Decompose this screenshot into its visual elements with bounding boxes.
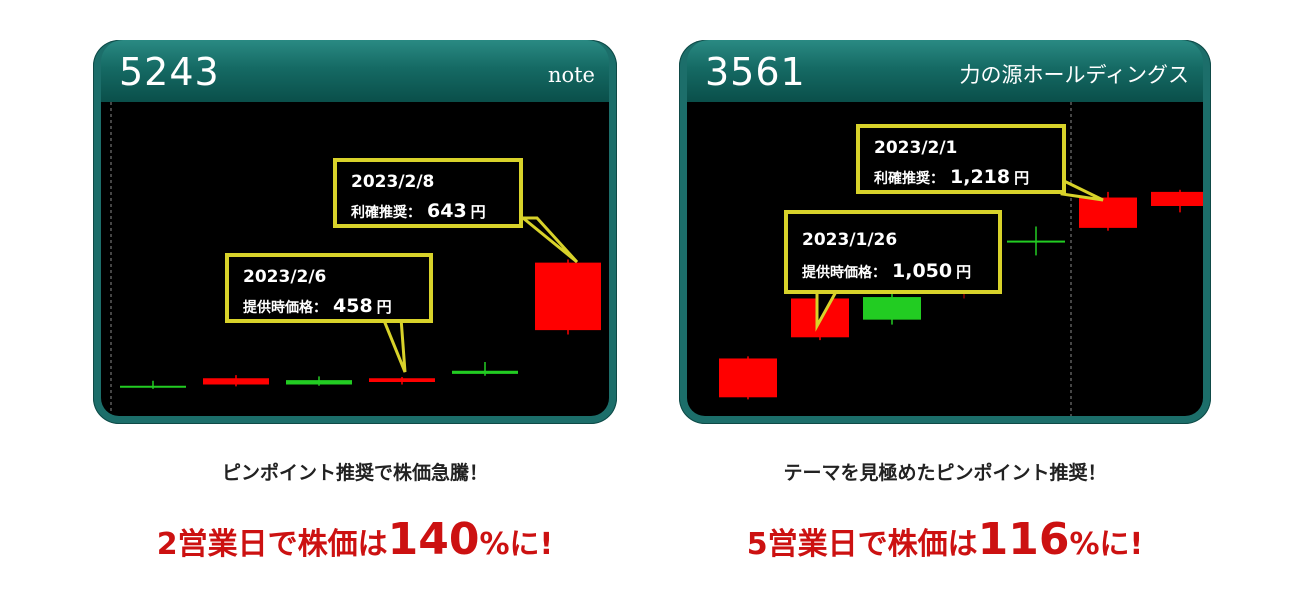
- callout-label: 提供時価格：: [243, 300, 327, 316]
- headline: 2営業日で株価は140%に!: [93, 514, 617, 565]
- callout-price-row: 提供時価格： 1,050 円: [802, 260, 971, 282]
- candle-body: [369, 378, 435, 382]
- callout-unit: 円: [376, 298, 392, 316]
- callout-pointer: [518, 216, 579, 264]
- candle-body: [863, 297, 921, 320]
- candle-body: [1007, 240, 1065, 243]
- callout-label: 提供時価格：: [802, 265, 886, 281]
- candle-body: [719, 358, 777, 398]
- company-name: 力の源ホールディングス: [959, 63, 1189, 87]
- stock-code: 3561: [705, 50, 806, 94]
- headline-prefix: 2営業日で株価は: [156, 527, 388, 562]
- panel-header: 3561 力の源ホールディングス: [687, 40, 1203, 102]
- callout-date: 2023/2/8: [351, 172, 435, 192]
- headline-percent: 140: [387, 514, 480, 565]
- headline-percent: 116: [977, 514, 1070, 565]
- candlestick-chart: 2023/2/8 利確推奨： 643 円 2023/2/6 提供時価格： 458 円: [101, 102, 609, 416]
- callout-pointer: [380, 316, 407, 373]
- candle-body: [535, 262, 601, 331]
- headline-suffix: %に!: [479, 527, 554, 562]
- callout-value: 1,050: [892, 260, 953, 282]
- callout-unit: 円: [956, 263, 972, 281]
- candle-body: [1079, 197, 1137, 228]
- stock-code: 5243: [119, 50, 220, 94]
- sub-caption: テーマを見極めたピンポイント推奨！: [783, 462, 1107, 484]
- candle-body: [120, 385, 186, 388]
- callout-price-row: 提供時価格： 458 円: [243, 295, 392, 317]
- callout-label: 利確推奨：: [874, 171, 944, 187]
- callout-price-row: 利確推奨： 643 円: [351, 200, 486, 222]
- stock-panel-3561: 3561 力の源ホールディングス 2023/2/1 利確推奨： 1,218 円 20…: [679, 40, 1211, 565]
- callout-value: 643: [427, 200, 467, 222]
- sub-caption: ピンポイント推奨で株価急騰！: [221, 462, 488, 484]
- panel-header: 5243 note: [101, 40, 609, 102]
- callout-unit: 円: [1014, 169, 1030, 187]
- callout-box-exit: 2023/2/1 利確推奨： 1,218 円: [856, 124, 1066, 194]
- callout-box-entry: 2023/2/6 提供時価格： 458 円: [225, 253, 433, 323]
- stock-panel-5243: 5243 note 2023/2/8 利確推奨： 643 円 2023/2/6 提供…: [93, 40, 617, 565]
- callout-unit: 円: [470, 203, 486, 221]
- callout-label: 利確推奨：: [351, 205, 421, 221]
- callout-date: 2023/2/1: [874, 138, 958, 158]
- company-name: note: [547, 63, 595, 87]
- candlestick-chart: 2023/2/1 利確推奨： 1,218 円 2023/1/26 提供時価格： 1,0…: [687, 102, 1203, 416]
- callout-pointer: [1060, 177, 1104, 202]
- callout-box-entry: 2023/1/26 提供時価格： 1,050 円: [784, 210, 1002, 294]
- candle-body: [286, 380, 352, 385]
- headline-suffix: %に!: [1069, 527, 1144, 562]
- callout-date: 2023/2/6: [243, 267, 327, 287]
- chart-frame: 3561 力の源ホールディングス 2023/2/1 利確推奨： 1,218 円 20…: [679, 40, 1211, 424]
- chart-svg: [110, 102, 601, 416]
- chart-frame: 5243 note 2023/2/8 利確推奨： 643 円 2023/2/6 提供…: [93, 40, 617, 424]
- callout-value: 1,218: [950, 166, 1011, 188]
- callout-value: 458: [333, 295, 373, 317]
- headline-prefix: 5営業日で株価は: [746, 527, 978, 562]
- callout-date: 2023/1/26: [802, 230, 898, 250]
- candle-body: [203, 378, 269, 385]
- callout-box-exit: 2023/2/8 利確推奨： 643 円: [333, 158, 523, 228]
- callout-price-row: 利確推奨： 1,218 円: [874, 166, 1029, 188]
- candle-body: [452, 370, 518, 374]
- headline: 5営業日で株価は116%に!: [679, 514, 1211, 565]
- candle-body: [1151, 191, 1203, 206]
